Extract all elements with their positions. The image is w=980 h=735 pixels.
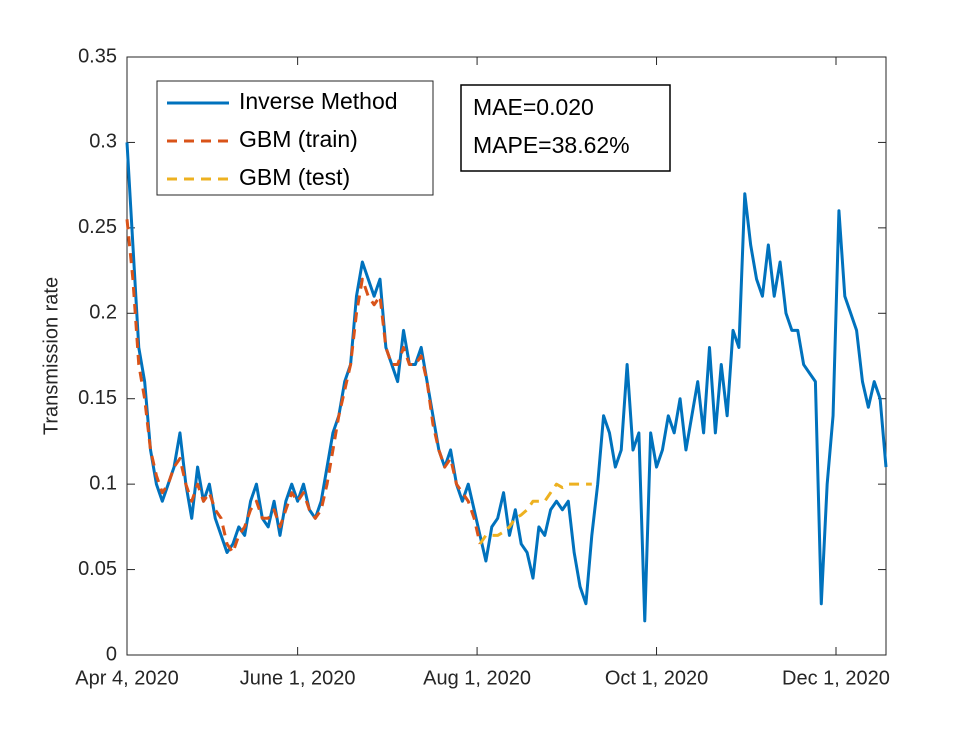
legend-label: Inverse Method [239,88,398,114]
y-tick-label: 0.2 [89,302,117,324]
y-tick-label: 0.05 [78,558,117,580]
annotation: MAE=0.020 [473,94,594,120]
y-tick-label: 0.15 [78,387,117,409]
y-tick-label: 0 [106,643,117,665]
legend-label: GBM (test) [239,164,350,190]
x-tick-label: Oct 1, 2020 [605,667,708,689]
x-tick-label: Aug 1, 2020 [423,667,531,689]
y-tick-label: 0.1 [89,472,117,494]
x-tick-label: Dec 1, 2020 [782,667,890,689]
x-tick-label: Apr 4, 2020 [75,667,178,689]
data-line [478,482,592,545]
data-line [125,219,482,554]
y-tick-label: 0.3 [89,131,117,153]
y-tick-label: 0.25 [78,216,117,238]
x-tick-label: June 1, 2020 [240,667,356,689]
annotation: MAPE=38.62% [473,132,630,158]
y-tick-label: 0.35 [78,45,117,67]
y-axis-label: Transmission rate [40,277,62,435]
annotation-box [460,84,671,172]
legend-box [156,80,434,196]
legend-label: GBM (train) [239,126,358,152]
data-line [125,142,888,623]
